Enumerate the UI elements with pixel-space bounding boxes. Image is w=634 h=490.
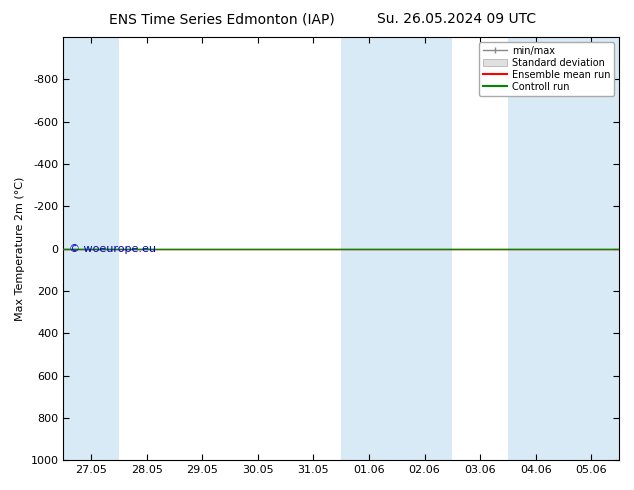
Text: ENS Time Series Edmonton (IAP): ENS Time Series Edmonton (IAP) — [109, 12, 335, 26]
Text: © woeurope.eu: © woeurope.eu — [69, 244, 156, 254]
Y-axis label: Max Temperature 2m (°C): Max Temperature 2m (°C) — [15, 176, 25, 321]
Bar — [63, 37, 119, 460]
Bar — [508, 37, 619, 460]
Legend: min/max, Standard deviation, Ensemble mean run, Controll run: min/max, Standard deviation, Ensemble me… — [479, 42, 614, 96]
Text: Su. 26.05.2024 09 UTC: Su. 26.05.2024 09 UTC — [377, 12, 536, 26]
Bar — [341, 37, 452, 460]
